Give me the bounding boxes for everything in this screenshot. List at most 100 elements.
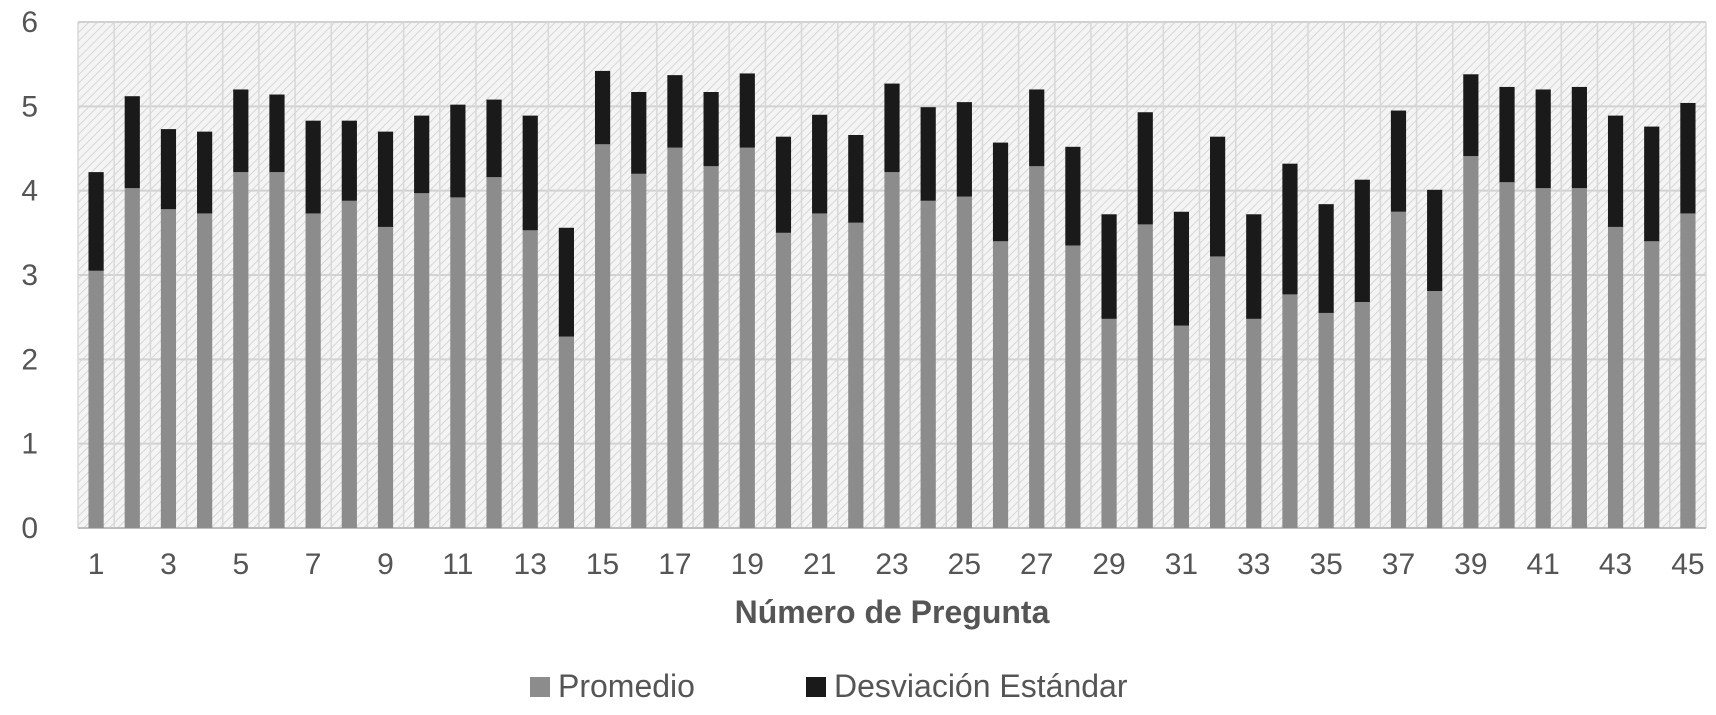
- bar-promedio: [197, 213, 213, 529]
- x-tick-label: 9: [377, 548, 394, 581]
- x-tick-label: 17: [658, 548, 691, 581]
- bar-promedio: [667, 147, 683, 528]
- bar-promedio: [558, 336, 574, 528]
- y-tick-label: 5: [21, 90, 38, 123]
- x-axis-ticks: 1 3 5 7 9 11 13 15 17 19 21 23 25 27 29 31 33 35 37 39 41 43 4…: [88, 548, 1705, 581]
- x-tick-label: 35: [1309, 548, 1342, 581]
- bar-promedio: [1318, 312, 1334, 528]
- bar-promedio: [414, 193, 430, 529]
- x-tick-label: 7: [305, 548, 322, 581]
- bar-desviacion-estandar: [1101, 214, 1117, 319]
- bar-promedio: [739, 147, 755, 528]
- x-tick-label: 37: [1382, 548, 1415, 581]
- bar-promedio: [631, 173, 647, 529]
- bar-desviacion-estandar: [1535, 89, 1551, 189]
- y-tick-label: 0: [21, 512, 38, 545]
- bar-promedio: [305, 213, 321, 529]
- bar-desviacion-estandar: [88, 172, 104, 271]
- bar-promedio: [1246, 318, 1262, 528]
- bar-promedio: [377, 226, 394, 528]
- bar-promedio: [160, 209, 177, 528]
- x-tick-label: 21: [803, 548, 836, 581]
- bar-desviacion-estandar: [594, 70, 611, 145]
- bar-desviacion-estandar: [1463, 74, 1479, 157]
- legend-label-desviacion-estandar: Desviación Estándar: [834, 668, 1128, 704]
- bar-promedio: [1354, 301, 1370, 528]
- bar-desviacion-estandar: [631, 91, 647, 174]
- bar-desviacion-estandar: [1065, 146, 1081, 246]
- bar-desviacion-estandar: [1137, 112, 1153, 225]
- bar-promedio: [341, 200, 357, 528]
- y-tick-label: 6: [21, 6, 38, 39]
- x-tick-label: 19: [731, 548, 764, 581]
- x-tick-label: 27: [1020, 548, 1053, 581]
- bar-desviacion-estandar: [1390, 110, 1407, 212]
- bar-desviacion-estandar: [341, 120, 357, 201]
- bar-promedio: [1680, 213, 1696, 529]
- x-tick-label: 5: [232, 548, 249, 581]
- bar-desviacion-estandar: [920, 107, 936, 201]
- x-tick-label: 11: [442, 548, 473, 581]
- x-axis-title: Número de Pregunta: [735, 594, 1050, 630]
- x-tick-label: 43: [1599, 548, 1632, 581]
- y-axis-ticks: 0 1 2 3 4 5 6: [21, 6, 38, 545]
- bar-desviacion-estandar: [1607, 115, 1624, 227]
- bar-desviacion-estandar: [703, 91, 719, 167]
- bar-desviacion-estandar: [197, 131, 213, 214]
- bar-desviacion-estandar: [1354, 179, 1370, 302]
- bar-promedio: [1499, 182, 1515, 528]
- bar-desviacion-estandar: [884, 83, 900, 173]
- bar-desviacion-estandar: [848, 135, 864, 223]
- bar-desviacion-estandar: [450, 104, 466, 198]
- x-tick-label: 23: [875, 548, 908, 581]
- x-tick-label: 3: [160, 548, 177, 581]
- bar-promedio: [1607, 226, 1624, 528]
- bar-desviacion-estandar: [124, 96, 140, 189]
- bar-promedio: [1173, 325, 1190, 528]
- bar-promedio: [1029, 166, 1045, 528]
- bar-promedio: [1644, 241, 1660, 528]
- bar-desviacion-estandar: [667, 75, 683, 148]
- bar-desviacion-estandar: [812, 114, 828, 214]
- bar-promedio: [1210, 256, 1226, 528]
- bar-promedio: [269, 172, 285, 528]
- bar-desviacion-estandar: [377, 131, 394, 227]
- bar-promedio: [848, 222, 864, 529]
- legend-swatch-desviacion-estandar: [806, 677, 826, 697]
- bar-desviacion-estandar: [1499, 86, 1515, 183]
- bar-desviacion-estandar: [269, 94, 285, 173]
- legend: Promedio Desviación Estándar: [530, 668, 1128, 704]
- bar-desviacion-estandar: [775, 136, 792, 233]
- bar-promedio: [594, 144, 611, 529]
- bar-promedio: [920, 200, 936, 528]
- bar-promedio: [992, 241, 1009, 528]
- bar-promedio: [1535, 188, 1551, 529]
- bar-promedio: [1390, 211, 1407, 528]
- bar-promedio: [812, 213, 828, 529]
- x-tick-label: 25: [948, 548, 981, 581]
- x-tick-label: 1: [88, 548, 105, 581]
- bar-desviacion-estandar: [1571, 86, 1587, 189]
- bar-desviacion-estandar: [160, 129, 177, 210]
- bar-promedio: [1571, 188, 1587, 529]
- bar-desviacion-estandar: [1210, 136, 1226, 257]
- bar-promedio: [1101, 318, 1117, 528]
- bar-promedio: [884, 172, 900, 528]
- x-tick-label: 13: [514, 548, 547, 581]
- y-tick-label: 2: [21, 343, 38, 376]
- bar-promedio: [703, 166, 719, 528]
- x-tick-label: 15: [586, 548, 619, 581]
- bar-promedio: [775, 232, 792, 529]
- bar-desviacion-estandar: [1282, 163, 1298, 295]
- bar-promedio: [486, 177, 502, 528]
- legend-label-promedio: Promedio: [558, 668, 695, 704]
- bar-promedio: [233, 172, 249, 528]
- x-tick-label: 33: [1237, 548, 1270, 581]
- y-tick-label: 1: [21, 428, 38, 461]
- bar-desviacion-estandar: [1644, 126, 1660, 242]
- bar-promedio: [88, 270, 104, 528]
- bar-desviacion-estandar: [486, 99, 502, 178]
- bar-promedio: [1137, 224, 1153, 528]
- bar-desviacion-estandar: [522, 115, 538, 231]
